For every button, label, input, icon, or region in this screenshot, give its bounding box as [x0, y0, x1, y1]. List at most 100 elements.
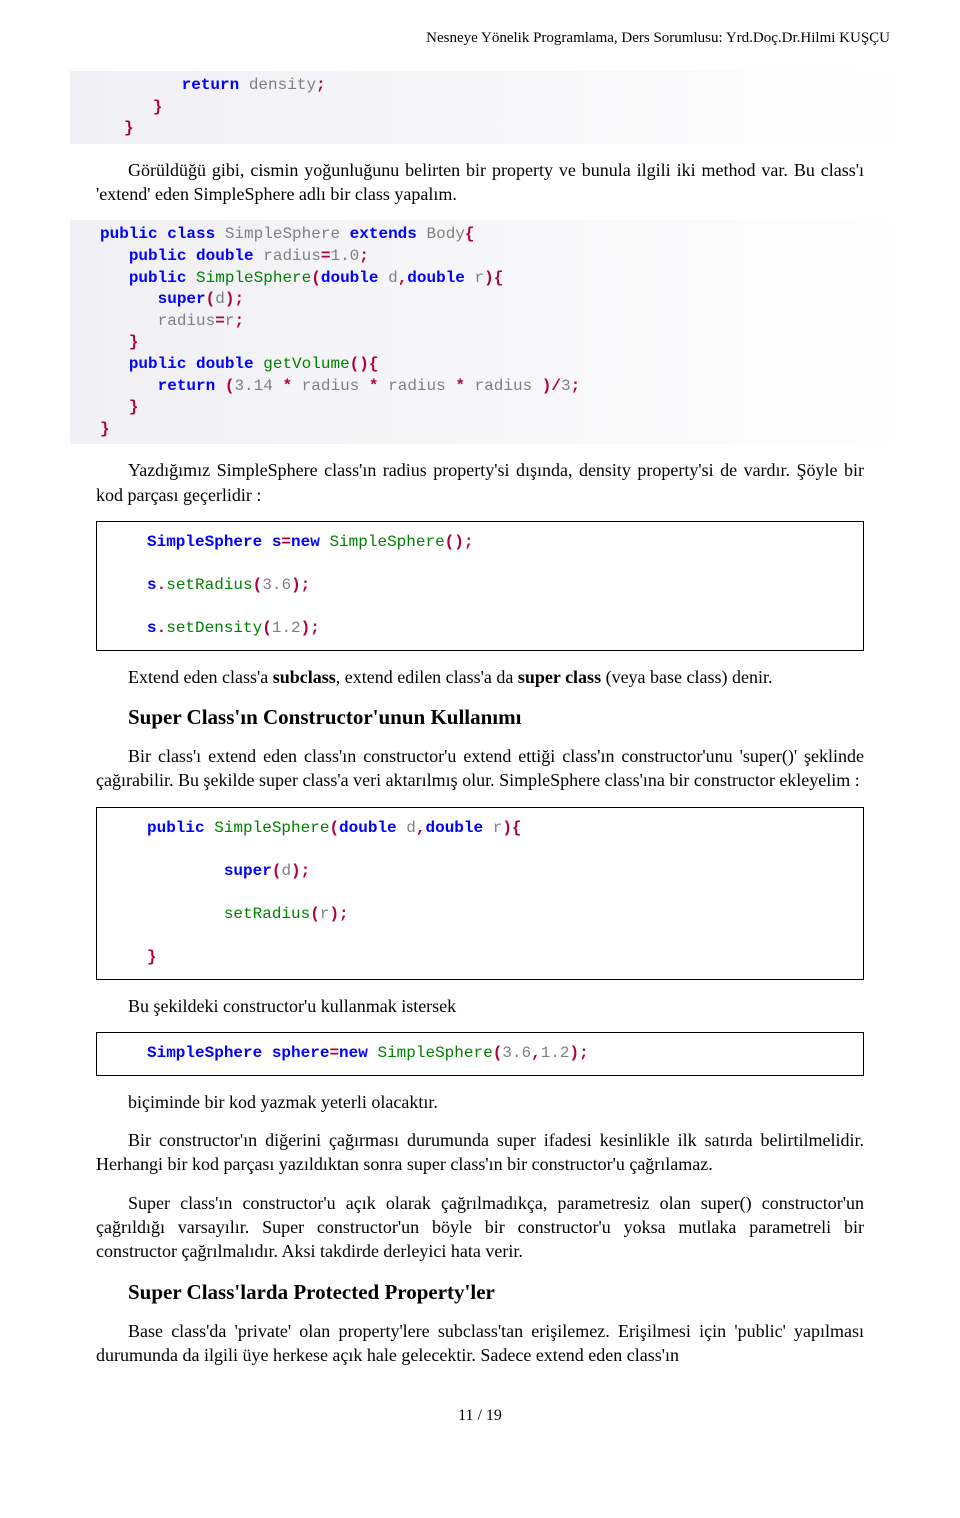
tok-brace: }	[153, 98, 163, 116]
tok: double	[407, 269, 465, 287]
tok: (	[262, 619, 272, 637]
tok: 3.14	[234, 377, 272, 395]
tok: =	[215, 312, 225, 330]
tok: );	[291, 576, 310, 594]
tok: .	[157, 576, 167, 594]
tok: public double	[129, 355, 254, 373]
tok: SimpleSphere	[329, 533, 444, 551]
tok: .	[157, 619, 167, 637]
paragraph-5: Bu şekildeki constructor'u kullanmak ist…	[96, 994, 864, 1018]
tok: s	[147, 576, 157, 594]
tok: =	[329, 1044, 339, 1062]
tok: double	[321, 269, 379, 287]
tok: s	[147, 619, 157, 637]
tok: ();	[445, 533, 474, 551]
code-snippet-instantiate: SimpleSphere sphere=new SimpleSphere(3.6…	[96, 1032, 864, 1076]
bold-subclass: subclass	[273, 667, 336, 687]
tok: }	[100, 420, 110, 438]
heading-constructor: Super Class'ın Constructor'unun Kullanım…	[96, 705, 864, 730]
tok: 3.6	[262, 576, 291, 594]
tok: d	[406, 819, 416, 837]
tok: (){	[350, 355, 379, 373]
tok: );	[301, 619, 320, 637]
tok-semi: ;	[316, 76, 326, 94]
tok: ;	[359, 247, 369, 265]
tok: Body	[426, 225, 464, 243]
tok: }	[129, 398, 139, 416]
document-page: Nesneye Yönelik Programlama, Ders Soruml…	[0, 0, 960, 1455]
tok: double	[425, 819, 483, 837]
code-snippet-return-density: return density; } }	[70, 71, 890, 144]
tok: new	[339, 1044, 368, 1062]
heading-protected: Super Class'larda Protected Property'ler	[96, 1280, 864, 1305]
paragraph-3: Extend eden class'a subclass, extend edi…	[96, 665, 864, 689]
tok-density: density	[249, 76, 316, 94]
tok: );	[225, 290, 244, 308]
tok: SimpleSphere	[214, 819, 329, 837]
tok: public class	[100, 225, 215, 243]
tok: );	[291, 862, 310, 880]
tok: SimpleSphere	[377, 1044, 492, 1062]
tok: (	[225, 377, 235, 395]
tok: ){	[484, 269, 503, 287]
tok: SimpleSphere s	[147, 533, 281, 551]
tok: d	[215, 290, 225, 308]
paragraph-8: Super class'ın constructor'u açık olarak…	[96, 1191, 864, 1264]
tok: =	[281, 533, 291, 551]
tok: return	[158, 377, 216, 395]
tok: *	[282, 377, 292, 395]
tok: *	[369, 377, 379, 395]
tok: public	[147, 819, 205, 837]
code-snippet-constructor: public SimpleSphere(double d,double r){ …	[96, 807, 864, 980]
page-number: 11 / 19	[70, 1407, 890, 1425]
tok-brace: }	[124, 119, 134, 137]
tok: super	[158, 290, 206, 308]
tok: getVolume	[263, 355, 349, 373]
tok: extends	[350, 225, 417, 243]
tok: setDensity	[166, 619, 262, 637]
paragraph-1: Görüldüğü gibi, cismin yoğunluğunu belir…	[96, 158, 864, 207]
paragraph-2: Yazdığımız SimpleSphere class'ın radius …	[96, 458, 864, 507]
tok: r	[320, 905, 330, 923]
tok: SimpleSphere	[225, 225, 340, 243]
tok: r	[475, 269, 485, 287]
tok: 1.0	[330, 247, 359, 265]
tok: (	[493, 1044, 503, 1062]
tok: d	[388, 269, 398, 287]
tok: 1.2	[541, 1044, 570, 1062]
paragraph-4: Bir class'ı extend eden class'ın constru…	[96, 744, 864, 793]
tok: (	[206, 290, 216, 308]
tok: (	[329, 819, 339, 837]
tok: (	[253, 576, 263, 594]
text: Extend eden class'a	[128, 667, 273, 687]
bold-superclass: super class	[518, 667, 601, 687]
tok: double	[339, 819, 397, 837]
tok: ,	[398, 269, 408, 287]
tok: 1.2	[272, 619, 301, 637]
tok: (	[272, 862, 282, 880]
tok: *	[455, 377, 465, 395]
paragraph-9: Base class'da 'private' olan property'le…	[96, 1319, 864, 1368]
tok: public double	[129, 247, 254, 265]
tok: ,	[531, 1044, 541, 1062]
tok: r	[493, 819, 503, 837]
page-header: Nesneye Yönelik Programlama, Ders Soruml…	[70, 30, 890, 47]
tok: setRadius	[224, 905, 310, 923]
tok: radius	[302, 377, 360, 395]
tok: ;	[234, 312, 244, 330]
tok: )/	[542, 377, 561, 395]
tok: }	[147, 948, 157, 966]
tok: {	[465, 225, 475, 243]
tok: SimpleSphere sphere	[147, 1044, 329, 1062]
tok: 3	[561, 377, 571, 395]
tok: public	[129, 269, 187, 287]
tok: radius	[158, 312, 216, 330]
tok: }	[129, 333, 139, 351]
tok: );	[329, 905, 348, 923]
tok: super	[224, 862, 272, 880]
tok: radius	[263, 247, 321, 265]
tok: radius	[388, 377, 446, 395]
tok: );	[570, 1044, 589, 1062]
tok: ){	[502, 819, 521, 837]
tok: setRadius	[166, 576, 252, 594]
